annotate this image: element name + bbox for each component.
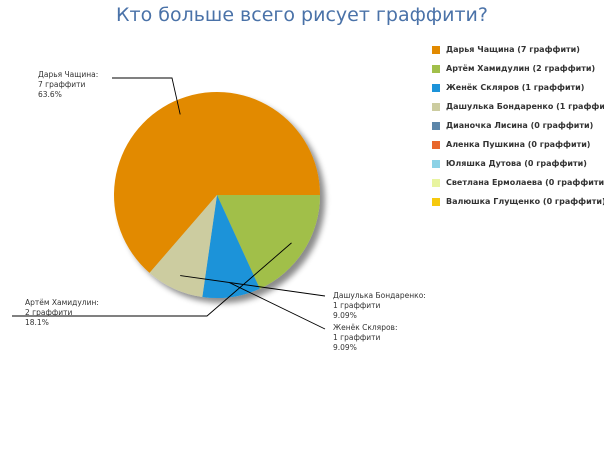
callout-label: Дашулька Бондаренко: — [333, 291, 426, 300]
legend-swatch — [432, 197, 440, 206]
legend-label: Дарья Чащина (7 граффити) — [446, 45, 580, 54]
callout-label: 63.6% — [38, 90, 62, 99]
callout-label: 1 граффити — [333, 333, 381, 342]
legend-item: Дианочка Лисина (0 граффити) — [432, 116, 602, 135]
legend-item: Светлана Ермолаева (0 граффити) — [432, 173, 604, 192]
legend-item: Аленка Пушкина (0 граффити) — [432, 135, 602, 154]
callout-label: 9.09% — [333, 343, 357, 352]
callout-leader-line — [180, 275, 326, 297]
legend-item: Дарья Чащина (7 граффити) — [432, 40, 602, 59]
pie-slice — [114, 92, 320, 273]
pie-slice — [149, 195, 217, 297]
callout-label: 7 граффити — [38, 80, 86, 89]
legend-swatch — [432, 140, 440, 149]
callout-leader-line — [112, 77, 181, 115]
legend-item: Дашулька Бондаренко (1 граффити) — [432, 97, 604, 116]
legend-item: Юляшка Дутова (0 граффити) — [432, 154, 602, 173]
callout-label: 9.09% — [333, 311, 357, 320]
legend-label: Женёк Скляров (1 граффити) — [446, 83, 585, 92]
callout-leader-line — [229, 282, 326, 330]
legend-label: Дашулька Бондаренко (1 граффити) — [446, 102, 604, 111]
callout-label: 18.1% — [25, 318, 49, 327]
legend-item: Женёк Скляров (1 граффити) — [432, 78, 602, 97]
pie-slice — [202, 195, 260, 298]
legend-label: Аленка Пушкина (0 граффити) — [446, 140, 591, 149]
legend-swatch — [432, 102, 440, 111]
legend-label: Светлана Ермолаева (0 граффити) — [446, 178, 604, 187]
legend-item: Валюшка Глущенко (0 граффити) — [432, 192, 604, 211]
legend-label: Юляшка Дутова (0 граффити) — [446, 159, 587, 168]
pie-slice — [217, 195, 320, 289]
legend-swatch — [432, 121, 440, 130]
legend-swatch — [432, 64, 440, 73]
callout-label: 1 граффити — [333, 301, 381, 310]
callout-label: Женёк Скляров: — [333, 323, 398, 332]
callout-label: Дарья Чащина: — [38, 70, 98, 79]
callout-label: Артём Хамидулин: — [25, 298, 99, 307]
legend-swatch — [432, 178, 440, 187]
legend-swatch — [432, 45, 440, 54]
legend: Дарья Чащина (7 граффити) Артём Хамидулин… — [432, 40, 604, 211]
legend-label: Дианочка Лисина (0 граффити) — [446, 121, 594, 130]
legend-swatch — [432, 159, 440, 168]
legend-label: Артём Хамидулин (2 граффити) — [446, 64, 596, 73]
callout-leader-line — [12, 242, 292, 317]
pie-slices — [114, 92, 320, 298]
legend-swatch — [432, 83, 440, 92]
callout-label: 2 граффити — [25, 308, 73, 317]
legend-item: Артём Хамидулин (2 граффити) — [432, 59, 602, 78]
legend-label: Валюшка Глущенко (0 граффити) — [446, 197, 604, 206]
chart-title: Кто больше всего рисует граффити? — [116, 4, 488, 26]
